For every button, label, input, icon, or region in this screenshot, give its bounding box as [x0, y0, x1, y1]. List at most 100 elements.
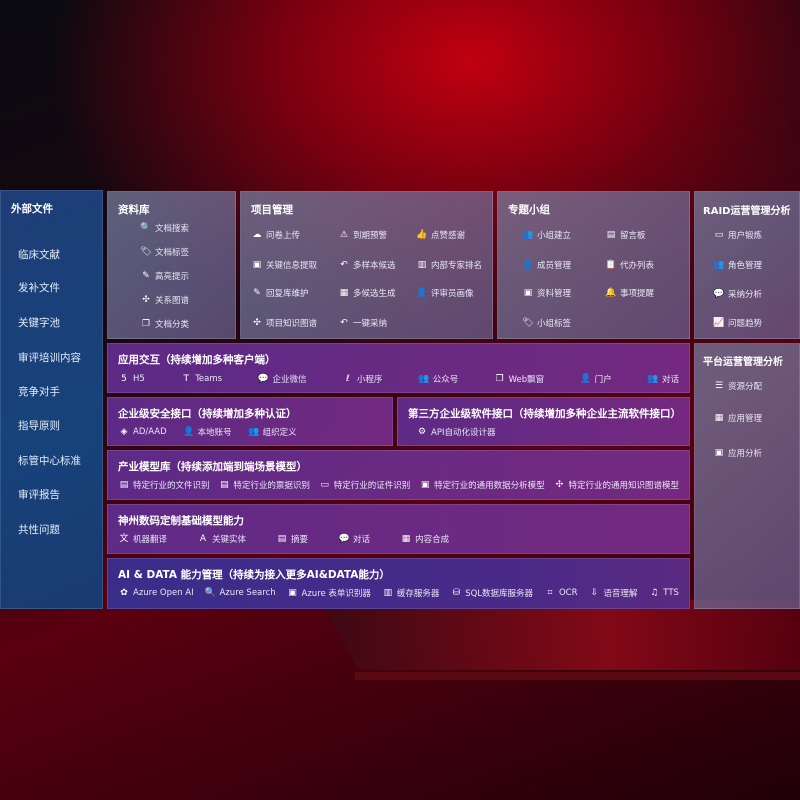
sidebar-item[interactable]: 关键字池: [18, 317, 60, 329]
puzzle-icon: ▦: [339, 288, 349, 298]
feature-item[interactable]: ✿ Azure Open AI: [118, 587, 193, 599]
feature-item[interactable]: ❐ 文档分类: [140, 318, 189, 330]
feature-item[interactable]: A 关键实体: [197, 533, 246, 545]
feature-label: 采纳分析: [728, 290, 763, 300]
feature-label: 特定行业的通用知识图谱模型: [568, 481, 679, 491]
feature-item[interactable]: 👥 公众号: [418, 373, 459, 385]
feature-item[interactable]: ▣ 应用分析: [713, 447, 762, 459]
feature-item[interactable]: ▤ 留言板: [605, 229, 646, 241]
sidebar-item[interactable]: 指导原则: [18, 420, 60, 432]
feature-item[interactable]: ▥ 内部专家排名: [416, 259, 482, 271]
background-shape: [320, 600, 800, 670]
feature-item[interactable]: 🏷 文档标签: [140, 246, 189, 258]
feature-item[interactable]: ✣ 关系图谱: [140, 294, 189, 306]
feature-item[interactable]: 📋 代办列表: [605, 259, 654, 271]
feature-label: 小组建立: [537, 231, 572, 241]
alarm-icon: ⚠: [339, 230, 349, 240]
feature-item[interactable]: ▤ 特定行业的文件识别: [118, 479, 210, 491]
panel-title: RAID运营管理分析: [703, 206, 791, 217]
feature-item[interactable]: 📈 问题趋势: [713, 317, 762, 329]
feature-item[interactable]: ▦ 多候选生成: [338, 287, 396, 299]
feature-item[interactable]: ▥ 缓存服务器: [382, 587, 440, 599]
feature-item[interactable]: ▣ 特定行业的通用数据分析模型: [419, 479, 545, 491]
feature-item[interactable]: 👍 点赞感谢: [416, 229, 465, 241]
feature-label: 应用分析: [728, 449, 763, 459]
feature-item[interactable]: 👤 门户: [580, 373, 612, 385]
feature-item[interactable]: ⚙ API自动化设计器: [416, 426, 496, 438]
feature-item[interactable]: ▦ 应用管理: [713, 412, 762, 424]
feature-item[interactable]: 文机器翻译: [118, 533, 167, 545]
industry-model-panel: 产业模型库（持续添加端到端场景模型） ▤ 特定行业的文件识别 ▤ 特定行业的票据识别 ▭…: [107, 450, 690, 500]
thumbs-up-icon: 👍: [416, 230, 428, 240]
feature-label: 应用管理: [728, 414, 763, 424]
feature-item[interactable]: ⌗ OCR: [544, 587, 577, 599]
feature-item[interactable]: ▭ 特定行业的证件识别: [319, 479, 411, 491]
feature-item[interactable]: ◈ AD/AAD: [118, 426, 167, 438]
feature-item[interactable]: 💬 采纳分析: [713, 288, 762, 300]
feature-label: 资料管理: [537, 289, 572, 299]
feature-item[interactable]: ⇩ 语音理解: [588, 587, 638, 599]
feature-item[interactable]: ☰ 资源分配: [713, 380, 762, 392]
feature-item[interactable]: ℓ 小程序: [342, 373, 382, 385]
feature-item[interactable]: ↶ 一键采纳: [338, 317, 387, 329]
feature-item[interactable]: ♫ TTS: [648, 587, 679, 599]
background-shape: [355, 672, 800, 680]
cache-icon: ▥: [383, 588, 393, 598]
feature-label: 缓存服务器: [396, 589, 440, 599]
sidebar-item[interactable]: 竞争对手: [18, 386, 60, 398]
sidebar-item[interactable]: 发补文件: [18, 282, 60, 294]
sidebar-item[interactable]: 审评培训内容: [18, 352, 81, 364]
feature-item[interactable]: 👥 角色管理: [713, 259, 762, 271]
feature-item[interactable]: 🔔 事项提醒: [605, 287, 654, 299]
teams-icon: T: [183, 374, 189, 384]
feature-item[interactable]: ▣ 资料管理: [522, 287, 571, 299]
sidebar-item[interactable]: 审评报告: [18, 489, 60, 501]
qa-icon: 💬: [713, 289, 725, 299]
feature-item[interactable]: ⛁ SQL数据库服务器: [450, 587, 533, 599]
feature-item[interactable]: 💬 企业微信: [257, 373, 307, 385]
feature-item[interactable]: ⚠ 到期预警: [338, 229, 387, 241]
feature-item[interactable]: ▤ 摘要: [276, 533, 308, 545]
feature-item[interactable]: ▣ 关键信息提取: [251, 259, 317, 271]
sidebar-item[interactable]: 共性问题: [18, 524, 60, 536]
feature-item[interactable]: 🔍 文档搜索: [140, 222, 189, 234]
feature-item[interactable]: 👤 评审员画像: [416, 287, 473, 299]
feature-item[interactable]: ☁ 问卷上传: [251, 229, 301, 241]
feature-label: 文档搜索: [155, 224, 190, 234]
feature-label: 公众号: [432, 375, 459, 385]
feature-item[interactable]: ✣ 特定行业的通用知识图谱模型: [553, 479, 679, 491]
feature-item[interactable]: 👥 小组建立: [522, 229, 571, 241]
graph-icon: ✣: [142, 295, 150, 305]
feature-item[interactable]: 👥 组织定义: [248, 426, 297, 438]
feature-item[interactable]: ✎ 高亮提示: [140, 270, 189, 282]
feature-item[interactable]: 5 H5: [118, 373, 145, 385]
panel-title: 外部文件: [11, 203, 53, 215]
feature-item[interactable]: 👤 本地账号: [183, 426, 232, 438]
feature-item[interactable]: ❐ Web飘窗: [494, 373, 545, 385]
window-icon: ❐: [495, 374, 504, 384]
official-account-icon: 👥: [418, 374, 430, 384]
feature-item[interactable]: ✎ 回复库维护: [251, 287, 308, 299]
feature-label: 特定行业的通用数据分析模型: [434, 481, 545, 491]
clipboard-icon: 📋: [605, 260, 617, 270]
sidebar-item[interactable]: 标管中心标准: [18, 455, 81, 467]
feature-item[interactable]: 🔍 Azure Search: [205, 587, 276, 599]
feature-label: SQL数据库服务器: [465, 589, 534, 599]
feature-item[interactable]: ✣ 项目知识图谱: [251, 317, 317, 329]
feature-item[interactable]: ▭ 用户锻炼: [713, 229, 762, 241]
feature-item[interactable]: T Teams: [180, 373, 222, 385]
graph-icon: ✣: [253, 318, 261, 328]
panel-title: 专题小组: [508, 204, 550, 216]
sidebar-item[interactable]: 临床文献: [18, 249, 60, 261]
feature-item[interactable]: ▤ 特定行业的票据识别: [218, 479, 310, 491]
feature-label: API自动化设计器: [431, 428, 496, 438]
feature-label: 特定行业的证件识别: [333, 481, 411, 491]
feature-item[interactable]: ▣ Azure 表单识别器: [287, 587, 371, 599]
feature-item[interactable]: ▦ 内容合成: [400, 533, 449, 545]
feature-item[interactable]: 👥 对话: [647, 373, 679, 385]
feature-item[interactable]: 🏷 小组标签: [522, 317, 571, 329]
feature-item[interactable]: 💬 对话: [338, 533, 370, 545]
feature-item[interactable]: 👤 成员管理: [522, 259, 571, 271]
base-model-panel: 神州数码定制基础模型能力 文机器翻译 A 关键实体 ▤ 摘要 💬 对话 ▦ 内容合成: [107, 504, 690, 554]
feature-item[interactable]: ↶ 多样本候选: [338, 259, 395, 271]
